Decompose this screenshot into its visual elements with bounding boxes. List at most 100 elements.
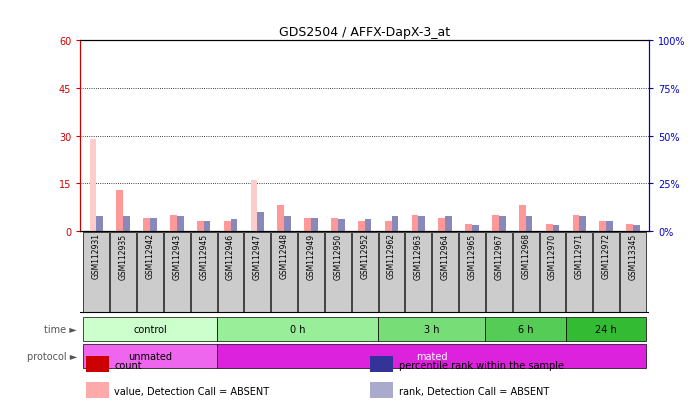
Text: GSM112949: GSM112949 bbox=[306, 233, 315, 279]
Bar bbox=[311, 218, 318, 231]
Bar bbox=[86, 382, 109, 399]
Bar bbox=[84, 233, 110, 312]
Bar bbox=[217, 317, 378, 342]
Text: GSM112962: GSM112962 bbox=[387, 233, 396, 279]
Text: GSM112947: GSM112947 bbox=[253, 233, 262, 279]
Text: 6 h: 6 h bbox=[518, 324, 533, 335]
Text: GSM112970: GSM112970 bbox=[548, 233, 557, 279]
Text: 3 h: 3 h bbox=[424, 324, 440, 335]
Bar bbox=[150, 218, 157, 231]
Bar bbox=[593, 233, 619, 312]
Text: count: count bbox=[114, 361, 142, 370]
Bar bbox=[117, 190, 124, 231]
Bar bbox=[459, 233, 485, 312]
Bar bbox=[272, 233, 297, 312]
Text: GSM112943: GSM112943 bbox=[172, 233, 181, 279]
Bar bbox=[86, 356, 109, 373]
Text: GSM112945: GSM112945 bbox=[199, 233, 208, 279]
Bar bbox=[600, 222, 606, 231]
Bar bbox=[358, 222, 364, 231]
Bar bbox=[566, 317, 646, 342]
Text: GSM112964: GSM112964 bbox=[440, 233, 450, 279]
Bar bbox=[96, 216, 103, 231]
Bar bbox=[218, 233, 244, 312]
Text: unmated: unmated bbox=[128, 351, 172, 361]
Bar bbox=[540, 233, 565, 312]
Text: control: control bbox=[133, 324, 167, 335]
Bar bbox=[472, 225, 479, 231]
Bar bbox=[364, 220, 371, 231]
Bar bbox=[258, 212, 264, 231]
Text: GSM112931: GSM112931 bbox=[92, 233, 101, 279]
Bar bbox=[244, 233, 270, 312]
Text: GSM112950: GSM112950 bbox=[334, 233, 343, 279]
Bar bbox=[606, 222, 613, 231]
Bar bbox=[164, 233, 190, 312]
Text: GSM112968: GSM112968 bbox=[521, 233, 530, 279]
Bar bbox=[378, 317, 485, 342]
Text: GSM112972: GSM112972 bbox=[602, 233, 611, 279]
Bar bbox=[572, 216, 579, 231]
Bar bbox=[466, 225, 472, 231]
Text: 0 h: 0 h bbox=[290, 324, 305, 335]
Text: 24 h: 24 h bbox=[595, 324, 617, 335]
Text: GSM112935: GSM112935 bbox=[119, 233, 128, 279]
Bar bbox=[338, 220, 345, 231]
Bar bbox=[352, 233, 378, 312]
Bar bbox=[519, 206, 526, 231]
Bar bbox=[385, 222, 392, 231]
Bar bbox=[124, 216, 130, 231]
Bar bbox=[499, 216, 505, 231]
Text: value, Detection Call = ABSENT: value, Detection Call = ABSENT bbox=[114, 387, 269, 396]
Title: GDS2504 / AFFX-DapX-3_at: GDS2504 / AFFX-DapX-3_at bbox=[279, 26, 450, 39]
Text: GSM112971: GSM112971 bbox=[575, 233, 584, 279]
Text: time ►: time ► bbox=[44, 324, 77, 335]
Bar bbox=[406, 233, 431, 312]
Bar bbox=[620, 233, 646, 312]
Bar bbox=[579, 216, 586, 231]
Bar bbox=[197, 222, 204, 231]
Bar bbox=[230, 220, 237, 231]
Text: GSM112967: GSM112967 bbox=[494, 233, 503, 279]
Bar bbox=[89, 140, 96, 231]
Bar bbox=[392, 216, 399, 231]
Bar bbox=[485, 317, 566, 342]
Bar bbox=[170, 216, 177, 231]
Bar bbox=[432, 233, 458, 312]
Bar bbox=[492, 216, 499, 231]
Bar bbox=[331, 218, 338, 231]
Bar bbox=[298, 233, 324, 312]
Text: GSM112952: GSM112952 bbox=[360, 233, 369, 279]
Bar bbox=[438, 218, 445, 231]
Bar bbox=[626, 225, 633, 231]
Bar bbox=[137, 233, 163, 312]
Text: protocol ►: protocol ► bbox=[27, 351, 77, 361]
Bar bbox=[526, 216, 533, 231]
Bar bbox=[412, 216, 418, 231]
Bar bbox=[418, 216, 425, 231]
Bar bbox=[546, 225, 553, 231]
Text: rank, Detection Call = ABSENT: rank, Detection Call = ABSENT bbox=[399, 387, 549, 396]
Bar bbox=[284, 216, 291, 231]
Bar bbox=[191, 233, 216, 312]
Bar bbox=[486, 233, 512, 312]
Text: GSM112965: GSM112965 bbox=[468, 233, 477, 279]
Bar bbox=[83, 317, 217, 342]
Bar bbox=[633, 225, 640, 231]
Text: GSM112963: GSM112963 bbox=[414, 233, 423, 279]
Bar bbox=[278, 206, 284, 231]
Bar bbox=[378, 233, 404, 312]
Bar bbox=[83, 344, 217, 368]
Bar bbox=[110, 233, 136, 312]
Text: GSM112948: GSM112948 bbox=[280, 233, 289, 279]
Bar bbox=[325, 233, 351, 312]
Bar bbox=[513, 233, 539, 312]
Bar bbox=[177, 216, 184, 231]
Text: GSM113345: GSM113345 bbox=[628, 233, 637, 279]
Text: mated: mated bbox=[416, 351, 447, 361]
Bar bbox=[217, 344, 646, 368]
Text: GSM112942: GSM112942 bbox=[146, 233, 154, 279]
Bar bbox=[204, 222, 210, 231]
Bar bbox=[567, 233, 592, 312]
Bar bbox=[143, 218, 150, 231]
